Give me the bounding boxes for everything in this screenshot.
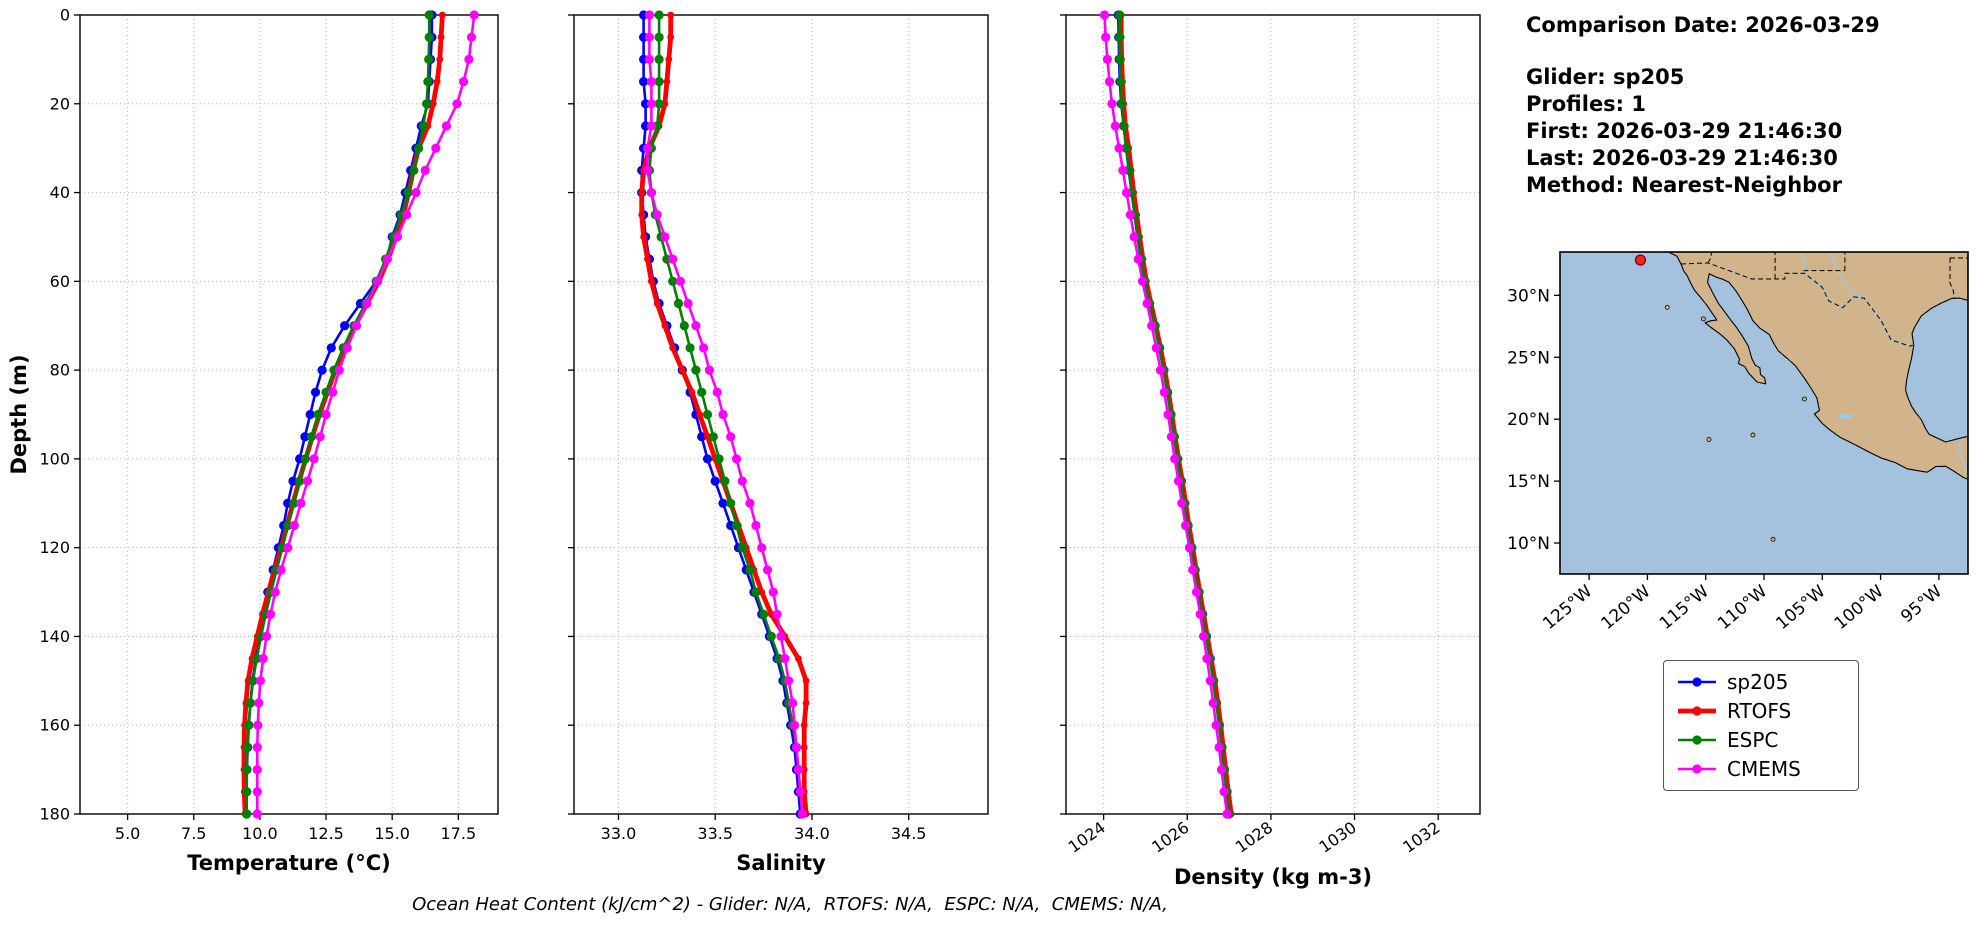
- density-series-cmems: [1099, 10, 1232, 819]
- map-lat-tick-label: 30°N: [1507, 286, 1550, 306]
- glider-position-marker: [1634, 254, 1647, 266]
- density-series-rtofs: [1117, 11, 1235, 818]
- depth-tick-label: 140: [39, 627, 70, 646]
- temperature-series-cmems: [252, 10, 479, 819]
- temperature-series-sp205: [242, 10, 437, 819]
- temperature-x-tick-label: 12.5: [308, 824, 344, 843]
- map-lon-tick-label: 105°W: [1772, 581, 1829, 634]
- temperature-series-rtofs: [240, 11, 446, 818]
- depth-axis-label: Depth (m): [7, 354, 31, 474]
- temperature-axis-label: Temperature (°C): [187, 851, 390, 875]
- depth-tick-label: 160: [39, 716, 70, 735]
- map-lon-tick-label: 125°W: [1539, 581, 1596, 634]
- density-x-tick-label: 1024: [1065, 818, 1109, 857]
- map-lake: [1838, 413, 1853, 419]
- temperature-x-tick-label: 10.0: [242, 824, 278, 843]
- map-lat-tick-label: 20°N: [1507, 410, 1550, 430]
- salinity-x-tick-label: 33.5: [697, 824, 733, 843]
- map-island: [1664, 304, 1670, 310]
- density-x-tick-label: 1030: [1316, 818, 1360, 857]
- map-island: [1706, 437, 1712, 442]
- depth-tick-label: 120: [39, 538, 70, 557]
- map-island: [1770, 536, 1776, 542]
- map-lat-tick-label: 15°N: [1507, 472, 1550, 492]
- density-x-tick-label: 1028: [1232, 818, 1276, 857]
- temperature-axes-frame: [79, 14, 499, 815]
- comparison-date-text: Comparison Date: 2026-03-29: [1526, 13, 1880, 37]
- density-x-tick-label: 1026: [1148, 818, 1192, 857]
- density-chart: 1024 1026 1028 1030 1032 Density (kg m-3): [1060, 10, 1481, 889]
- map-lon-tick-label: 110°W: [1714, 581, 1771, 634]
- map-island: [1750, 432, 1756, 438]
- legend-label: CMEMS: [1727, 757, 1801, 781]
- density-series-espc: [1114, 10, 1234, 819]
- map-river: [1957, 438, 1968, 473]
- legend-label: ESPC: [1727, 728, 1779, 752]
- temperature-x-tick-label: 5.0: [115, 824, 140, 843]
- salinity-series-cmems: [642, 10, 807, 819]
- legend-line-marker-rtofs: [1678, 706, 1716, 716]
- depth-tick-label: 100: [39, 449, 70, 468]
- legend-item-espc: ESPC: [1676, 728, 1846, 752]
- temperature-series-espc: [242, 10, 434, 819]
- map-border-line: [1680, 262, 1914, 347]
- salinity-axes-frame: [573, 14, 989, 815]
- temperature-x-tick-label: 7.5: [181, 824, 206, 843]
- temperature-x-tick-label: 15.0: [374, 824, 410, 843]
- salinity-axis-label: Salinity: [736, 851, 826, 875]
- map-border-line: [1949, 257, 1955, 299]
- legend-line-marker-espc: [1678, 735, 1716, 745]
- first-profile-text: First: 2026-03-29 21:46:30: [1526, 119, 1843, 143]
- map-lat-tick-label: 10°N: [1507, 534, 1550, 554]
- legend-line-marker-sp205: [1678, 677, 1716, 687]
- legend-item-rtofs: RTOFS: [1676, 699, 1846, 723]
- ocean-heat-content-note: Ocean Heat Content (kJ/cm^2) - Glider: N…: [412, 894, 1168, 915]
- temperature-x-tick-label: 17.5: [441, 824, 477, 843]
- info-panel: Comparison Date: 2026-03-29 Glider: sp20…: [1526, 12, 1880, 199]
- map-river: [1829, 252, 1865, 299]
- depth-tick-label: 20: [50, 94, 70, 113]
- map-lon-tick-label: 95°W: [1897, 581, 1946, 627]
- map-island: [1700, 316, 1706, 322]
- map-lon-tick-label: 115°W: [1656, 581, 1713, 634]
- legend-item-cmems: CMEMS: [1676, 757, 1846, 781]
- map-land-coastline: [1667, 252, 1968, 480]
- depth-tick-label: 180: [39, 805, 70, 824]
- density-axis-label: Density (kg m-3): [1174, 865, 1372, 889]
- salinity-x-tick-label: 34.0: [794, 824, 830, 843]
- map-lon-tick-label: 120°W: [1598, 581, 1655, 634]
- map-island: [1802, 396, 1807, 402]
- salinity-chart: 33.0 33.5 34.0 34.5 Salinity: [568, 10, 989, 875]
- info-gap: [1526, 39, 1880, 64]
- salinity-x-tick-label: 34.5: [891, 824, 927, 843]
- temperature-chart: 5.0 7.5 10.0 12.5 15.0 17.5 0 20 40 60 80 100 120 140…: [7, 6, 499, 875]
- depth-tick-label: 0: [60, 6, 70, 25]
- salinity-x-tick-label: 33.0: [601, 824, 637, 843]
- depth-tick-label: 60: [50, 272, 70, 291]
- legend-line-marker-cmems: [1678, 764, 1716, 774]
- location-map: 125°W 120°W 115°W 110°W 105°W 100°W 95°W 30°N 25…: [1507, 251, 1969, 634]
- map-lat-tick-label: 25°N: [1507, 348, 1550, 368]
- depth-tick-label: 40: [50, 183, 70, 202]
- legend-item-sp205: sp205: [1676, 670, 1846, 694]
- last-profile-text: Last: 2026-03-29 21:46:30: [1526, 146, 1838, 170]
- legend-label: RTOFS: [1727, 699, 1792, 723]
- method-text: Method: Nearest-Neighbor: [1526, 173, 1842, 197]
- density-x-tick-label: 1032: [1399, 818, 1443, 857]
- glider-name-text: Glider: sp205: [1526, 65, 1685, 89]
- map-lon-tick-label: 100°W: [1831, 581, 1888, 634]
- legend-label: sp205: [1727, 670, 1789, 694]
- legend: sp205 RTOFS ESPC CMEMS: [1663, 660, 1859, 791]
- profiles-count-text: Profiles: 1: [1526, 92, 1647, 116]
- map-border-line: [1707, 252, 1713, 264]
- density-axes-frame: [1065, 14, 1481, 815]
- depth-tick-label: 80: [50, 361, 70, 380]
